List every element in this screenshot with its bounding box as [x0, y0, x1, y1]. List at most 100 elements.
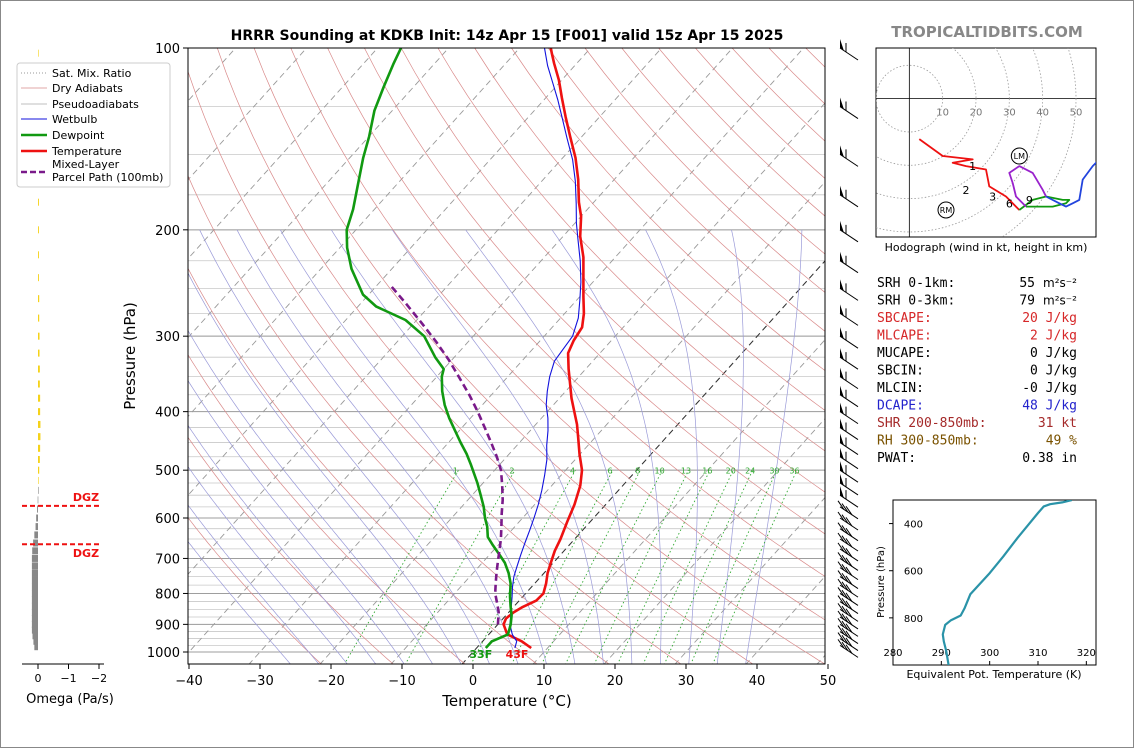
omega-sinking-bar — [31, 620, 38, 628]
omega-sinking-bar — [31, 562, 38, 570]
wind-barb — [839, 367, 859, 390]
barb-feather — [845, 517, 853, 527]
omega-rising-bar — [38, 349, 40, 357]
dry-adiabat-line — [548, 48, 825, 332]
omega-rising-bar — [38, 444, 41, 452]
legend-label-line: Dry Adiabats — [52, 82, 123, 95]
omega-sinking-bar — [31, 583, 38, 591]
barb-pennant — [840, 39, 844, 51]
omega-sinking-bar — [31, 589, 38, 597]
x-tick-label: 50 — [820, 674, 837, 689]
y-tick-label: 200 — [155, 224, 180, 239]
mixing-ratio-line — [593, 469, 690, 664]
barb-feather — [837, 610, 845, 620]
barb-feather — [845, 566, 853, 577]
omega-rising-bar — [38, 455, 40, 463]
barb-feather — [841, 503, 849, 513]
barb-feather — [845, 505, 853, 516]
isotherm-line — [319, 102, 825, 664]
barb-staff — [839, 616, 859, 630]
barb-feather — [841, 525, 849, 535]
wind-barb — [839, 251, 859, 274]
stat-value: -0 J/kg — [1022, 381, 1077, 396]
mixing-ratio-line — [541, 469, 641, 664]
wind-barb — [839, 220, 859, 243]
stat-label: SRH 0-3km: — [877, 294, 955, 309]
theta-e-x-tick-label: 280 — [883, 648, 902, 659]
mixing-ratio-label: 8 — [635, 466, 640, 475]
theta-e-plot-area — [941, 500, 1073, 665]
mixing-ratio-line — [690, 470, 778, 664]
barb-staff — [839, 528, 859, 542]
y-tick-label: 300 — [155, 330, 180, 345]
hodograph-height-label: 6 — [1006, 197, 1013, 210]
barb-pennant — [840, 447, 844, 460]
wind-barb — [839, 473, 859, 496]
wind-barb — [837, 552, 859, 571]
barb-pennant — [840, 220, 844, 233]
pseudoadiabat-line — [392, 229, 604, 664]
hodograph-ring — [876, 48, 1044, 233]
omega-rising-bar — [38, 408, 41, 416]
omega-sinking-bar — [32, 632, 38, 640]
stat-label: SBCIN: — [877, 364, 924, 379]
barb-feather — [841, 581, 849, 591]
barb-pennant — [840, 433, 844, 446]
stat-label: RH 300-850mb: — [877, 434, 979, 449]
legend-label: Mixed-Layer Parcel Path (100mb) — [52, 158, 163, 184]
skewt-axes: 33F 43F −40 −30 −20 −10 0 10 20 30 40 50 1000 900 800 7… — [147, 42, 836, 689]
dry-adiabat-line — [327, 48, 825, 577]
omega-sinking-bar — [31, 602, 38, 610]
legend-label: Wetbulb — [52, 113, 97, 126]
mixing-ratio-line — [343, 469, 459, 664]
barb-feather — [837, 542, 845, 552]
hodograph-ring-label: 50 — [1070, 108, 1083, 119]
omega-rising-bar — [38, 433, 41, 441]
dry-adiabat-line — [188, 174, 610, 664]
mixing-ratio-line — [511, 469, 614, 664]
hodograph-height-label: 9 — [1026, 194, 1033, 207]
barb-feather — [845, 630, 853, 640]
barb-feather — [841, 613, 849, 623]
hodograph-ring-label: 20 — [970, 108, 983, 119]
barb-feather — [841, 514, 849, 524]
stat-value: 55 — [1019, 276, 1035, 291]
omega-sinking-bar — [34, 643, 38, 651]
pseudoadiabat-line — [188, 466, 348, 664]
barb-feather — [845, 623, 853, 633]
hodograph-trace — [918, 138, 1020, 211]
theta-e-x-tick-label: 300 — [980, 648, 999, 659]
omega-rising-bar — [38, 314, 40, 322]
omega-rising-bar — [38, 365, 40, 373]
stat-label: DCAPE: — [877, 399, 924, 414]
theta-e-y-axis-label: Pressure (hPa) — [876, 546, 887, 618]
barb-feather — [841, 605, 849, 616]
mixing-ratio-label: 2 — [509, 466, 514, 475]
omega-sinking-bar — [31, 569, 38, 577]
legend-label: Pseudoadiabats — [52, 98, 139, 111]
barb-feather — [845, 600, 853, 610]
barb-pennant — [840, 279, 844, 292]
pseudoadiabat-line — [551, 229, 662, 664]
x-tick-label: −40 — [175, 674, 202, 689]
isotherm-line — [390, 181, 825, 664]
theta-e-x-tick-label: 290 — [932, 648, 951, 659]
hodograph-ring-label: 30 — [1003, 108, 1016, 119]
dry-adiabat-line — [216, 48, 754, 664]
storm-motion-label: RM — [940, 206, 953, 215]
barb-feather — [841, 641, 849, 652]
dry-adiabat-line — [364, 48, 825, 535]
isotherm-line — [188, 48, 378, 260]
y-tick-label: 700 — [155, 552, 180, 567]
wind-barb — [837, 532, 859, 552]
barb-feather — [837, 595, 845, 605]
barb-feather — [837, 632, 845, 642]
skewt-y-axis-label: Pressure (hPa) — [121, 302, 139, 410]
wind-barb — [839, 433, 859, 455]
theta-e-profile-line — [941, 500, 1073, 665]
barb-feather — [837, 511, 845, 521]
dry-adiabat-line — [188, 517, 322, 664]
dry-adiabat-line — [437, 48, 825, 452]
isotherm-line — [188, 48, 662, 575]
